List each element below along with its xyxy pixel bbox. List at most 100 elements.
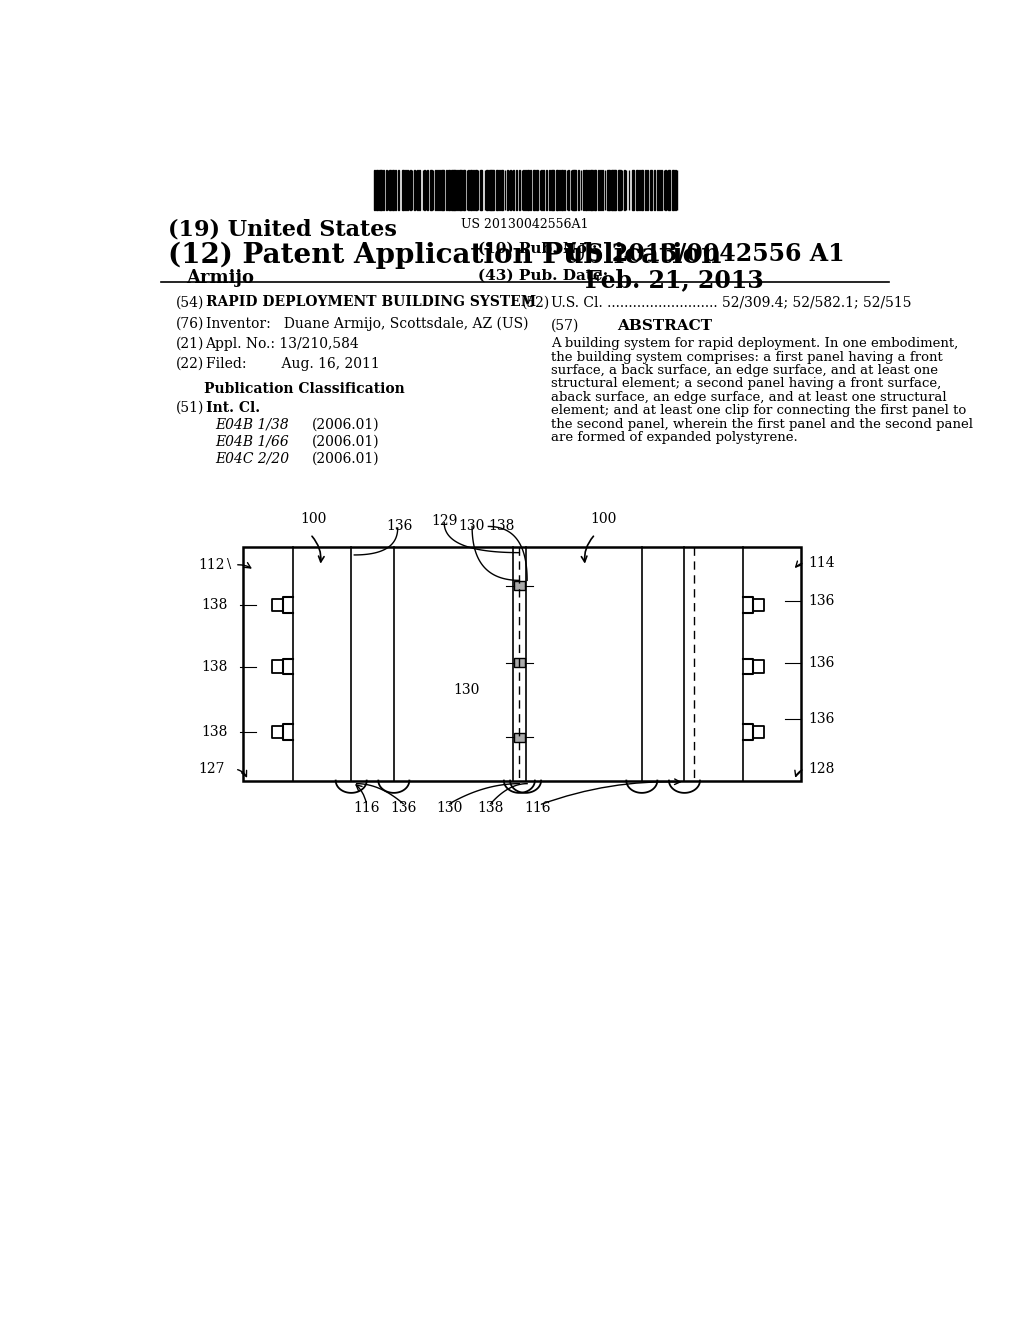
Bar xyxy=(574,170,575,210)
Text: (52): (52) xyxy=(521,296,550,309)
Bar xyxy=(376,170,378,210)
Bar xyxy=(543,170,544,210)
Bar xyxy=(592,170,593,210)
Text: 130: 130 xyxy=(436,800,463,814)
Bar xyxy=(389,170,391,210)
Bar xyxy=(514,733,525,742)
Text: Armijo: Armijo xyxy=(186,268,254,286)
Text: 136: 136 xyxy=(809,656,835,669)
Bar xyxy=(379,170,381,210)
Bar xyxy=(639,170,640,210)
Text: A building system for rapid deployment. In one embodiment,: A building system for rapid deployment. … xyxy=(551,337,958,350)
Bar xyxy=(441,170,442,210)
Text: (12) Patent Application Publication: (12) Patent Application Publication xyxy=(168,242,722,269)
Bar xyxy=(632,170,634,210)
Bar xyxy=(578,170,579,210)
Bar xyxy=(243,548,801,780)
Bar xyxy=(419,170,420,210)
Text: 136: 136 xyxy=(386,519,413,533)
Text: Inventor:   Duane Armijo, Scottsdale, AZ (US): Inventor: Duane Armijo, Scottsdale, AZ (… xyxy=(206,317,528,330)
Text: structural element; a second panel having a front surface,: structural element; a second panel havin… xyxy=(551,378,941,391)
Bar xyxy=(527,170,528,210)
Bar xyxy=(489,170,490,210)
Bar xyxy=(572,170,573,210)
Text: US 20130042556A1: US 20130042556A1 xyxy=(461,218,589,231)
Text: (22): (22) xyxy=(176,358,205,371)
Text: 116: 116 xyxy=(524,800,551,814)
Text: Publication Classification: Publication Classification xyxy=(205,381,406,396)
Bar xyxy=(515,170,517,210)
Bar xyxy=(514,581,525,590)
Bar xyxy=(620,170,621,210)
Bar xyxy=(501,170,503,210)
Text: 138: 138 xyxy=(488,519,515,533)
Text: 114: 114 xyxy=(809,556,836,570)
Bar xyxy=(492,170,494,210)
Bar xyxy=(658,170,660,210)
Text: \: \ xyxy=(227,558,231,572)
Text: Feb. 21, 2013: Feb. 21, 2013 xyxy=(586,268,764,293)
Text: element; and at least one clip for connecting the first panel to: element; and at least one clip for conne… xyxy=(551,404,967,417)
Bar xyxy=(636,170,638,210)
Bar xyxy=(669,170,670,210)
Bar xyxy=(401,170,403,210)
Text: 136: 136 xyxy=(390,800,417,814)
Text: US 2013/0042556 A1: US 2013/0042556 A1 xyxy=(566,242,845,265)
Bar xyxy=(607,170,608,210)
Bar xyxy=(496,170,498,210)
Text: (21): (21) xyxy=(176,337,205,351)
Bar xyxy=(586,170,587,210)
Bar xyxy=(532,170,535,210)
Text: (43) Pub. Date:: (43) Pub. Date: xyxy=(478,268,608,282)
Bar xyxy=(549,170,550,210)
Bar xyxy=(672,170,674,210)
Text: 116: 116 xyxy=(353,800,380,814)
Text: 100: 100 xyxy=(300,512,327,525)
Bar xyxy=(645,170,646,210)
Text: RAPID DEPLOYMENT BUILDING SYSTEM: RAPID DEPLOYMENT BUILDING SYSTEM xyxy=(206,296,536,309)
Bar xyxy=(470,170,472,210)
Text: 136: 136 xyxy=(809,711,835,726)
Text: 138: 138 xyxy=(201,598,227,612)
Text: Appl. No.: 13/210,584: Appl. No.: 13/210,584 xyxy=(206,337,359,351)
Text: U.S. Cl. .......................... 52/309.4; 52/582.1; 52/515: U.S. Cl. .......................... 52/3… xyxy=(551,296,911,309)
Text: 127: 127 xyxy=(199,762,225,776)
Text: 136: 136 xyxy=(809,594,835,609)
Bar xyxy=(612,170,614,210)
Text: 138: 138 xyxy=(201,725,227,739)
Bar xyxy=(561,170,563,210)
Bar xyxy=(475,170,477,210)
Bar xyxy=(394,170,396,210)
Text: 128: 128 xyxy=(809,762,835,776)
Bar xyxy=(514,659,525,668)
Text: 138: 138 xyxy=(477,800,504,814)
Text: (54): (54) xyxy=(176,296,205,309)
Text: the building system comprises: a first panel having a front: the building system comprises: a first p… xyxy=(551,351,943,363)
Text: 130: 130 xyxy=(454,682,480,697)
Text: 112: 112 xyxy=(199,558,225,572)
Bar xyxy=(449,170,451,210)
Text: (10) Pub. No.:: (10) Pub. No.: xyxy=(478,242,598,256)
Bar xyxy=(650,170,652,210)
Bar xyxy=(588,170,589,210)
Bar xyxy=(546,170,547,210)
Bar xyxy=(461,170,462,210)
Text: 100: 100 xyxy=(591,512,617,525)
Text: E04B 1/66: E04B 1/66 xyxy=(215,434,289,449)
Text: (19) United States: (19) United States xyxy=(168,218,397,240)
Text: aback surface, an edge surface, and at least one structural: aback surface, an edge surface, and at l… xyxy=(551,391,947,404)
Text: Int. Cl.: Int. Cl. xyxy=(206,401,260,414)
Bar xyxy=(404,170,407,210)
Text: (2006.01): (2006.01) xyxy=(311,434,379,449)
Text: surface, a back surface, an edge surface, and at least one: surface, a back surface, an edge surface… xyxy=(551,364,938,378)
Text: Filed:        Aug. 16, 2011: Filed: Aug. 16, 2011 xyxy=(206,358,379,371)
Bar xyxy=(452,170,454,210)
Text: (76): (76) xyxy=(176,317,205,330)
Bar xyxy=(455,170,456,210)
Text: E04B 1/38: E04B 1/38 xyxy=(215,418,289,432)
Text: 138: 138 xyxy=(201,660,227,673)
Bar xyxy=(559,170,560,210)
Text: (57): (57) xyxy=(551,318,580,333)
Bar xyxy=(551,170,553,210)
Bar xyxy=(430,170,432,210)
